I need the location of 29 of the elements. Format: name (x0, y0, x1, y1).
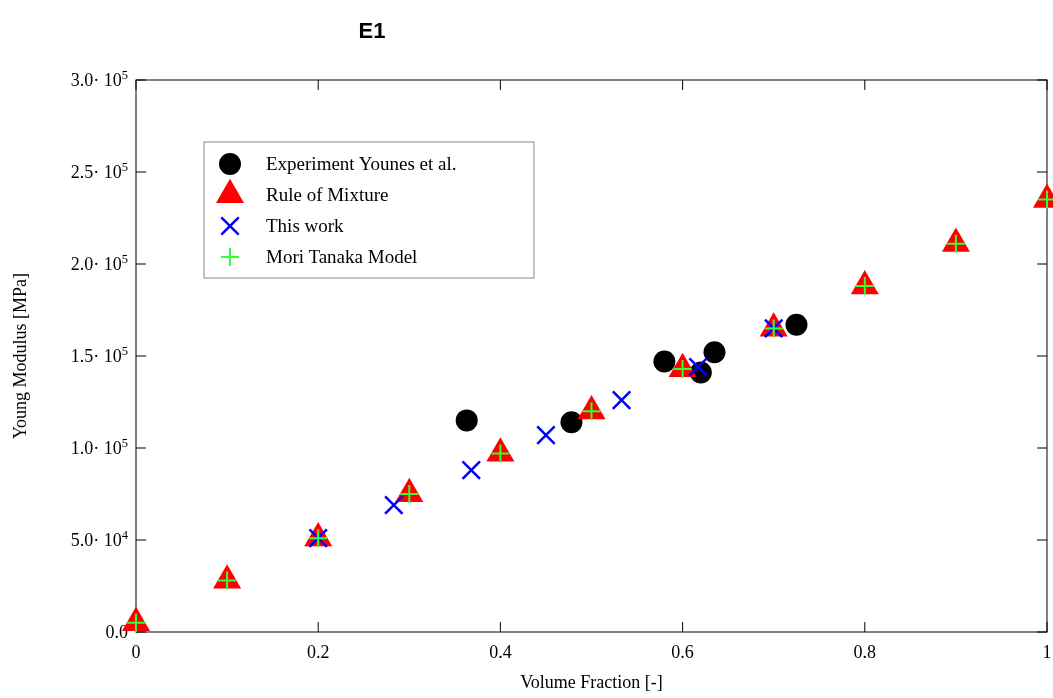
point (688, 357, 709, 378)
y-tick-label: 3.0· 10$^{5}$ (70, 68, 128, 90)
y-tick-label: 1.5· 10$^{5}$ (70, 344, 128, 366)
x-tick-label: 0 (131, 642, 141, 662)
point (383, 495, 404, 516)
x-tick-label: 0.6 (671, 642, 694, 662)
y-axis-title: Young Modulus [MPa] (10, 272, 30, 440)
point (611, 390, 632, 411)
point (653, 350, 676, 373)
x-tick-label: 1 (1042, 642, 1052, 662)
point (703, 341, 726, 364)
legend-label: Rule of Mixture (266, 184, 389, 205)
y-tick-label: 5.0· 10$^{4}$ (70, 528, 129, 550)
point (560, 411, 583, 434)
x-tick-label: 0.8 (853, 642, 877, 662)
x-axis-title: Volume Fraction [-] (520, 672, 663, 692)
point (535, 425, 556, 446)
y-tick-label: 1.0· 10$^{5}$ (70, 436, 128, 458)
y-tick-label: 2.0· 10$^{5}$ (70, 252, 128, 274)
point (785, 313, 808, 336)
x-tick-label: 0.4 (489, 642, 512, 662)
legend-label: Mori Tanaka Model (266, 246, 418, 267)
legend-label: Experiment Younes et al. (266, 153, 457, 174)
legend-label: This work (266, 215, 345, 236)
chart-title: E1 (358, 18, 386, 43)
point (455, 409, 478, 432)
point (461, 460, 482, 481)
y-tick-label: 2.5· 10$^{5}$ (70, 160, 128, 182)
x-tick-label: 0.2 (306, 642, 330, 662)
